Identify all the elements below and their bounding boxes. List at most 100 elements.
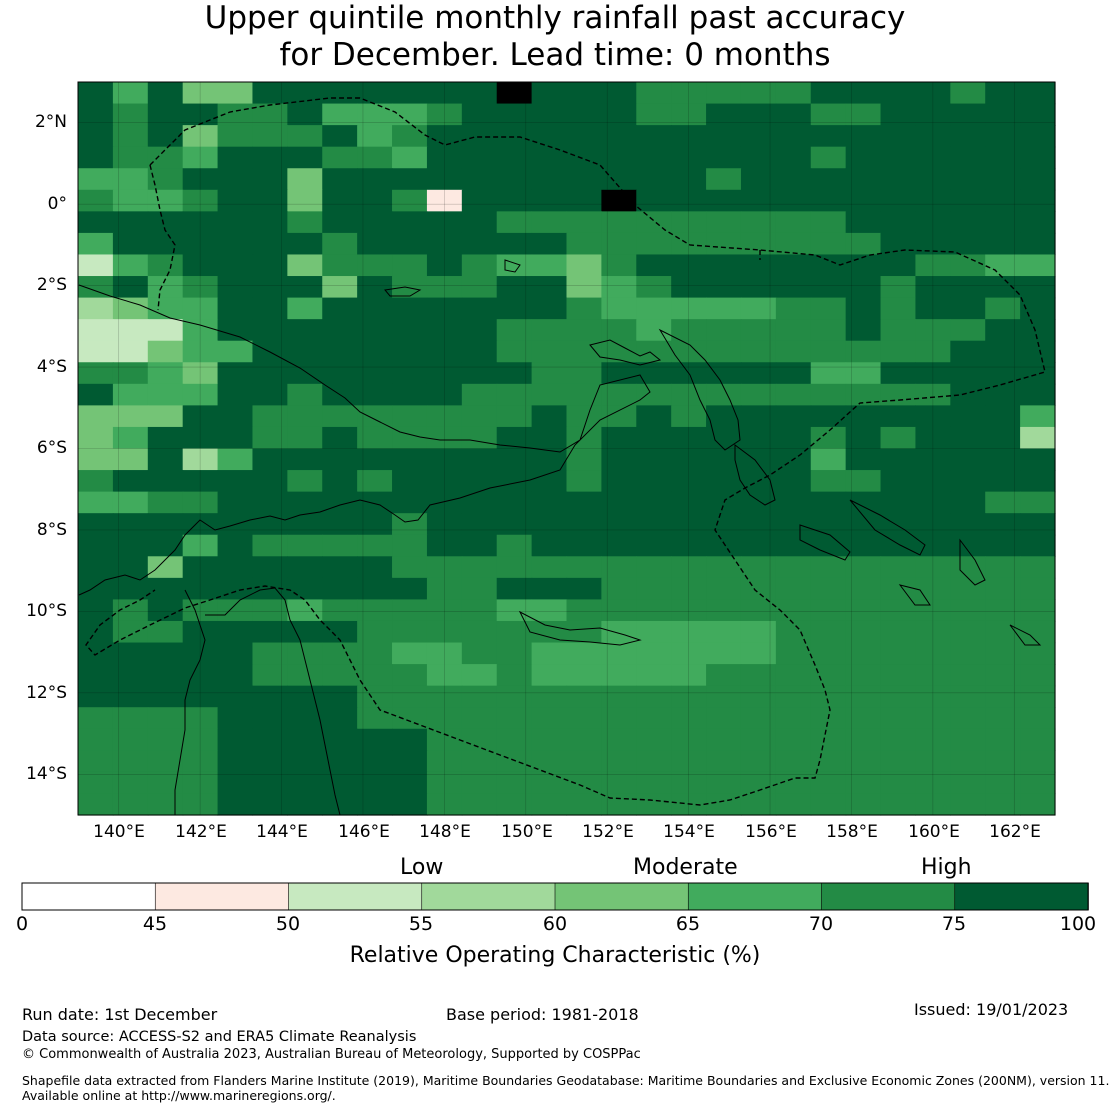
grid-cell: [775, 405, 812, 428]
lon-tick-label: 142°E: [175, 822, 227, 842]
grid-cell: [112, 211, 149, 234]
grid-cell: [461, 211, 498, 234]
grid-cell: [78, 664, 114, 687]
grid-cell: [357, 276, 393, 299]
grid-cell: [357, 707, 393, 730]
grid-cell: [671, 168, 707, 191]
grid-cell: [985, 297, 1021, 320]
colorbar-bin: [154, 882, 290, 911]
grid-cell: [636, 728, 672, 751]
grid-cell: [252, 405, 288, 428]
grid-cell: [531, 125, 568, 148]
grid-cell: [880, 642, 917, 665]
grid-cell: [1020, 103, 1056, 126]
grid-cell: [810, 276, 847, 299]
grid-cell: [740, 707, 777, 730]
grid-cell: [985, 793, 1021, 816]
grid-cell: [287, 232, 323, 256]
grid-cell: [985, 642, 1021, 665]
grid-cell: [392, 168, 428, 191]
lon-tick-label: 152°E: [582, 822, 634, 842]
grid-cell: [740, 125, 777, 148]
grid-cell: [147, 103, 184, 126]
grid-cell: [706, 685, 742, 708]
grid-cell: [915, 750, 951, 773]
grid-cell: [706, 319, 742, 342]
grid-cell: [845, 297, 882, 320]
grid-cell: [775, 599, 812, 622]
grid-cell: [1020, 793, 1056, 816]
grid-cell: [147, 319, 184, 342]
grid-cell: [880, 685, 917, 708]
grid-cell: [217, 297, 254, 320]
grid-cell: [566, 405, 602, 428]
grid-cell: [426, 276, 463, 299]
grid-cell: [706, 254, 742, 277]
grid-cell: [531, 470, 568, 493]
grid-cell: [1020, 513, 1056, 536]
grid-cell: [775, 362, 812, 385]
grid-cell: [496, 642, 533, 665]
grid-cell: [845, 513, 882, 536]
grid-cell: [985, 448, 1021, 471]
grid-cell: [357, 448, 393, 471]
grid-cell: [426, 771, 463, 795]
grid-cell: [392, 599, 428, 622]
grid-cell: [601, 577, 637, 601]
grid-cell: [252, 599, 288, 622]
grid-cell: [496, 491, 533, 514]
grid-cell: [147, 728, 184, 751]
grid-cell: [182, 728, 219, 751]
grid-cell: [252, 620, 288, 644]
grid-cell: [322, 577, 358, 601]
grid-cell: [775, 707, 812, 730]
grid-cell: [322, 426, 358, 450]
grid-cell: [985, 340, 1021, 363]
grid-cell: [740, 793, 777, 816]
grid-cell: [1020, 685, 1056, 708]
grid-cell: [287, 513, 323, 536]
grid-cell: [357, 405, 393, 428]
grid-cell: [78, 211, 114, 234]
grid-cell: [182, 362, 219, 385]
grid-cell: [426, 685, 463, 708]
grid-cell: [636, 793, 672, 816]
grid-cell: [950, 319, 986, 342]
grid-cell: [671, 728, 707, 751]
lon-tick-label: 146°E: [338, 822, 390, 842]
grid-cell: [985, 405, 1021, 428]
grid-cell: [566, 707, 602, 730]
grid-cell: [775, 728, 812, 751]
grid-cell: [985, 146, 1021, 169]
grid-cell: [671, 340, 707, 363]
grid-cell: [461, 383, 498, 406]
grid-cell: [78, 599, 114, 622]
grid-cell: [915, 685, 951, 708]
grid-cell: [322, 319, 358, 342]
grid-cell: [845, 534, 882, 557]
grid-cell: [706, 405, 742, 428]
grid-cell: [461, 319, 498, 342]
grid-cell: [426, 405, 463, 428]
grid-cell: [461, 470, 498, 493]
grid-cell: [601, 211, 637, 234]
grid-cell: [217, 146, 254, 169]
grid-cell: [810, 146, 847, 169]
grid-cell: [810, 82, 847, 105]
lat-tick-label: 2°N: [34, 112, 67, 132]
grid-cell: [671, 620, 707, 644]
grid-cell: [147, 82, 184, 105]
grid-cell: [496, 577, 533, 601]
grid-cell: [775, 254, 812, 277]
lat-tick-label: 2°S: [36, 275, 67, 295]
grid-cell: [636, 620, 672, 644]
grid-cell: [950, 146, 986, 169]
grid-cell: [950, 125, 986, 148]
grid-cell: [78, 362, 114, 385]
grid-cell: [566, 211, 602, 234]
grid-cell: [880, 82, 917, 105]
cape-york-coastline: [174, 589, 206, 815]
grid-cell: [1020, 642, 1056, 665]
grid-cell: [322, 232, 358, 256]
grid-cell: [1020, 319, 1056, 342]
